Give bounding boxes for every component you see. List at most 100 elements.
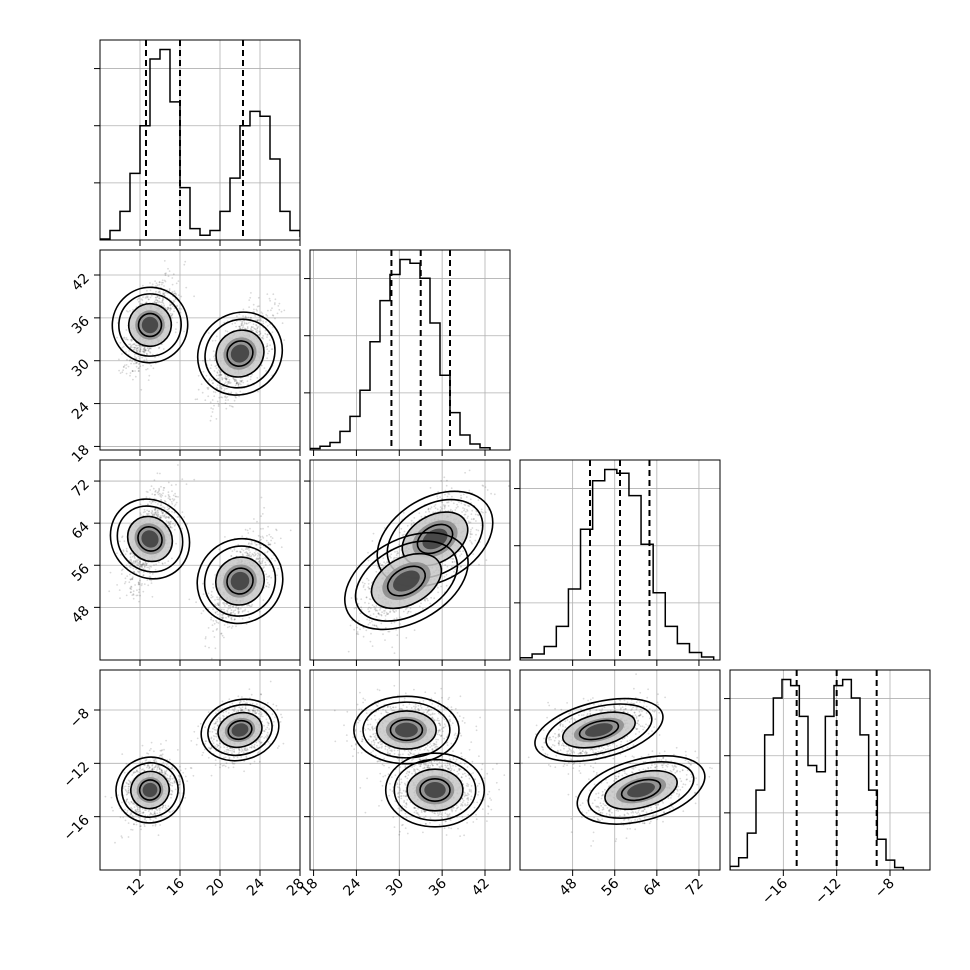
scatter-point [173,528,176,531]
scatter-point [257,558,260,560]
scatter-point [165,512,167,515]
scatter-point [168,507,171,510]
scatter-point [226,611,229,613]
scatter-point [432,511,435,514]
scatter-point [280,546,283,549]
scatter-point [141,565,143,568]
scatter-point [255,324,258,327]
scatter-point [233,380,236,382]
scatter-point [129,372,132,374]
scatter-point [142,574,145,576]
scatter-point [436,495,438,498]
scatter-point [398,543,400,546]
scatter-point [249,378,252,381]
scatter-point [247,532,250,534]
scatter-point [260,544,262,546]
scatter-point [216,384,219,386]
scatter-point [269,543,272,546]
scatter-point [408,610,410,613]
scatter-point [159,516,162,519]
scatter-point [209,419,212,422]
scatter-point [255,544,257,546]
scatter-point [265,313,268,316]
scatter-point [147,512,150,515]
scatter-point [402,512,405,514]
scatter-point [158,490,160,492]
scatter-point [149,352,152,354]
scatter-point [267,352,269,355]
scatter-point [219,392,222,395]
scatter-point [167,307,170,309]
scatter-point [241,327,244,329]
scatter-point [167,508,170,511]
scatter-point [356,598,358,601]
scatter-point [243,321,246,324]
scatter-point [237,607,240,609]
scatter-point [434,507,437,509]
scatter-point [147,346,149,349]
scatter-point [173,292,176,295]
scatter-point [116,552,118,555]
scatter-point [441,497,443,500]
scatter-point [257,553,260,556]
scatter-point [162,506,164,508]
scatter-point [162,489,165,492]
scatter-point [259,318,262,321]
scatter-point [174,492,176,495]
scatter-point [209,367,212,370]
scatter-point [164,280,167,283]
scatter-point [168,288,171,290]
scatter-point [230,391,233,394]
scatter-point [167,307,170,310]
scatter-point [241,323,244,325]
scatter-point [239,551,242,553]
scatter-point [132,597,135,600]
scatter-point [168,496,171,498]
scatter-point [230,555,233,557]
scatter-point [140,563,143,566]
scatter-point [130,346,132,349]
scatter-point [234,618,236,621]
scatter-point [216,603,219,606]
scatter-point [131,360,133,363]
scatter-point [144,348,147,351]
scatter-point [153,494,156,496]
scatter-point [477,529,480,532]
scatter-point [393,611,396,614]
scatter-point [238,325,241,328]
scatter-point [406,524,409,527]
scatter-point [237,385,240,388]
scatter-point [237,612,240,614]
scatter-point [240,322,243,325]
scatter-point [242,610,245,612]
scatter-point [447,505,450,507]
scatter-point [143,566,146,568]
scatter-point [440,480,443,482]
scatter-point [200,383,203,386]
scatter-point [475,510,478,513]
scatter-point [227,376,230,378]
scatter-point [132,561,135,564]
scatter-point [146,295,149,298]
scatter-point [174,495,177,498]
scatter-point [269,563,271,566]
scatter-point [142,296,144,298]
scatter-point [155,301,158,304]
scatter-point [138,591,140,594]
scatter-point [266,333,269,336]
scatter-point [462,507,464,509]
scatter-point [387,612,390,615]
scatter-point [123,540,126,543]
scatter-point [229,612,232,615]
scatter-point [264,561,267,564]
scatter-point [444,493,446,496]
scatter-point [237,612,240,614]
scatter-point [268,339,271,341]
scatter-point [143,347,146,350]
scatter-point [255,308,258,311]
scatter-point [145,490,148,493]
scatter-point [239,390,242,393]
scatter-point [158,487,160,490]
scatter-point [149,565,151,568]
scatter-point [220,387,223,390]
